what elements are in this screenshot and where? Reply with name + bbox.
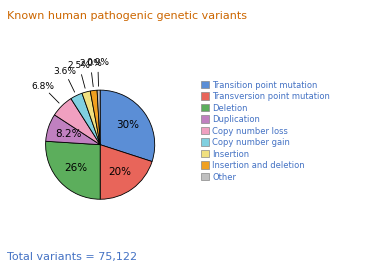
Wedge shape (90, 90, 100, 145)
Text: 30%: 30% (116, 120, 139, 130)
Wedge shape (46, 115, 100, 145)
Wedge shape (55, 99, 100, 145)
Text: 2.0%: 2.0% (79, 59, 102, 68)
Legend: Transition point mutation, Transversion point mutation, Deletion, Duplication, C: Transition point mutation, Transversion … (201, 81, 330, 182)
Text: Total variants = 75,122: Total variants = 75,122 (7, 252, 138, 262)
Text: 26%: 26% (64, 163, 87, 173)
Wedge shape (46, 141, 100, 199)
Text: 20%: 20% (109, 167, 132, 177)
Text: Known human pathogenic genetic variants: Known human pathogenic genetic variants (7, 11, 247, 21)
Text: 2.5%: 2.5% (68, 61, 91, 70)
Text: 0.9%: 0.9% (86, 58, 109, 67)
Wedge shape (82, 91, 100, 145)
Wedge shape (71, 93, 100, 145)
Wedge shape (100, 90, 155, 162)
Text: 3.6%: 3.6% (53, 67, 76, 76)
Text: 6.8%: 6.8% (31, 82, 54, 91)
Wedge shape (100, 145, 152, 199)
Wedge shape (97, 90, 100, 145)
Text: 8.2%: 8.2% (55, 129, 81, 139)
